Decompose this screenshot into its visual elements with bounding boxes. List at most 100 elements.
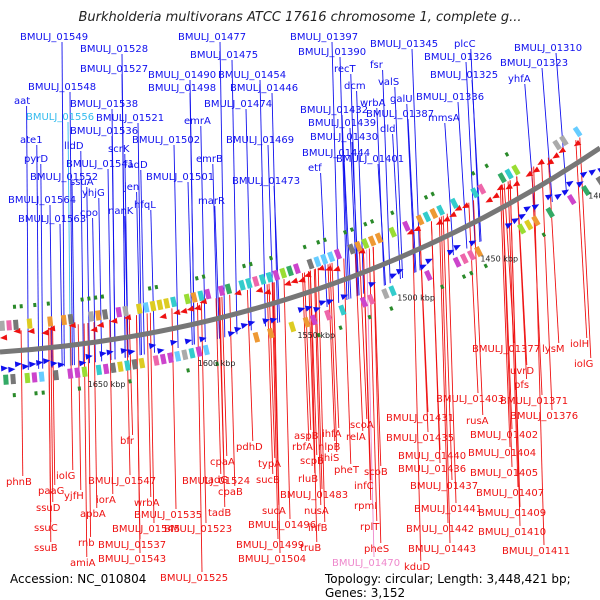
reverse-gene-arrow[interactable]: [303, 271, 312, 280]
bottom-gene-label[interactable]: iorA: [96, 495, 116, 506]
forward-gene-arrow[interactable]: [395, 266, 405, 275]
reverse-gene-arrow[interactable]: [13, 327, 21, 335]
bottom-gene-label[interactable]: cpaA: [210, 457, 235, 468]
bottom-gene-label[interactable]: BMULJ_01496: [248, 520, 316, 531]
reverse-gene-arrow[interactable]: [255, 286, 264, 295]
forward-gene-arrow[interactable]: [184, 337, 193, 345]
forward-gene-arrow[interactable]: [14, 361, 23, 368]
bottom-gene-label[interactable]: BMULJ_01441: [414, 504, 482, 515]
bottom-gene-label[interactable]: BMULJ_01442: [406, 524, 474, 535]
bottom-gene-label[interactable]: BMULJ_01402: [470, 430, 538, 441]
top-gene-label[interactable]: nanK: [108, 206, 134, 217]
forward-gene-arrow[interactable]: [247, 319, 256, 327]
top-gene-label[interactable]: BMULJ_01310: [514, 43, 582, 54]
bottom-gene-label[interactable]: BMULJ_01377: [472, 344, 540, 355]
reverse-gene-arrow[interactable]: [572, 139, 582, 149]
top-gene-label[interactable]: pyrD: [24, 154, 48, 165]
forward-gene-arrow[interactable]: [389, 271, 398, 280]
bottom-gene-label[interactable]: BMULJ_01525: [160, 573, 228, 584]
top-gene-label[interactable]: lldD: [64, 141, 84, 152]
forward-gene-arrow[interactable]: [597, 165, 600, 174]
reverse-gene-arrow[interactable]: [524, 170, 534, 180]
top-gene-label[interactable]: BMULJ_01541: [66, 159, 134, 170]
top-gene-label[interactable]: plcC: [454, 39, 476, 50]
bottom-gene-label[interactable]: pfs: [514, 380, 529, 391]
top-gene-label[interactable]: BMULJ_01498: [148, 83, 216, 94]
top-gene-label[interactable]: BMULJ_01548: [28, 82, 96, 93]
top-gene-label[interactable]: BMULJ_01538: [70, 99, 138, 110]
bottom-gene-label[interactable]: wrbA: [134, 498, 160, 509]
bottom-gene-label[interactable]: BMULJ_01523: [164, 524, 232, 535]
bottom-gene-label[interactable]: pheT: [334, 465, 360, 476]
bottom-gene-label[interactable]: pheS: [364, 544, 389, 555]
bottom-gene-label[interactable]: BMULJ_01470: [332, 558, 400, 569]
forward-gene-arrow[interactable]: [99, 350, 107, 358]
bottom-gene-label[interactable]: thiS: [320, 453, 339, 464]
bottom-gene-label[interactable]: bfr: [120, 436, 135, 447]
forward-gene-arrow[interactable]: [120, 347, 129, 355]
reverse-gene-arrow[interactable]: [48, 325, 56, 332]
bottom-gene-label[interactable]: BMULJ_01403: [436, 394, 504, 405]
bottom-gene-label[interactable]: BMULJ_01404: [468, 448, 536, 459]
reverse-gene-arrow[interactable]: [453, 204, 463, 214]
forward-gene-arrow[interactable]: [106, 349, 114, 356]
bottom-gene-label[interactable]: relA: [346, 432, 366, 443]
forward-gene-arrow[interactable]: [579, 169, 589, 178]
bottom-gene-label[interactable]: amiA: [70, 558, 96, 569]
bottom-gene-label[interactable]: BMULJ_01443: [408, 544, 476, 555]
forward-gene-arrow[interactable]: [554, 191, 563, 200]
forward-gene-arrow[interactable]: [544, 192, 554, 201]
top-gene-label[interactable]: BMULJ_01345: [370, 39, 438, 50]
bottom-gene-label[interactable]: pdhD: [236, 442, 263, 453]
top-gene-label[interactable]: BMULJ_01521: [96, 113, 164, 124]
bottom-gene-label[interactable]: BMULJ_01435: [386, 433, 454, 444]
reverse-gene-arrow[interactable]: [283, 280, 292, 288]
bottom-gene-label[interactable]: BMULJ_01407: [476, 488, 544, 499]
top-gene-label[interactable]: BMULJ_01490: [148, 70, 216, 81]
top-gene-label[interactable]: ate1: [20, 135, 43, 146]
reverse-gene-arrow[interactable]: [0, 334, 8, 341]
top-gene-label[interactable]: BMULJ_01477: [178, 32, 246, 43]
top-gene-label[interactable]: jen: [123, 182, 139, 193]
top-gene-label[interactable]: hfqL: [134, 200, 156, 211]
reverse-gene-arrow[interactable]: [551, 152, 560, 161]
forward-gene-arrow[interactable]: [50, 360, 58, 367]
reverse-gene-arrow[interactable]: [412, 225, 422, 233]
reverse-gene-arrow[interactable]: [324, 265, 333, 273]
top-gene-label[interactable]: fadD: [124, 160, 148, 171]
reverse-gene-arrow[interactable]: [263, 288, 272, 297]
bottom-gene-label[interactable]: BMULJ_01409: [478, 508, 546, 519]
forward-gene-arrow[interactable]: [8, 366, 16, 373]
bottom-gene-label[interactable]: rpmI: [354, 501, 377, 512]
bottom-gene-label[interactable]: cpaB: [218, 487, 243, 498]
top-gene-label[interactable]: BMULJ_01502: [132, 135, 200, 146]
bottom-gene-label[interactable]: uvrD: [510, 366, 534, 377]
bottom-gene-label[interactable]: infB: [308, 523, 328, 534]
bottom-gene-label[interactable]: apbA: [80, 509, 106, 520]
forward-gene-arrow[interactable]: [531, 202, 541, 211]
top-gene-label[interactable]: emrA: [184, 116, 211, 127]
bottom-gene-label[interactable]: ssuB: [34, 543, 58, 554]
forward-gene-arrow[interactable]: [561, 187, 571, 196]
bottom-gene-label[interactable]: lysM: [542, 344, 565, 355]
bottom-gene-label[interactable]: BMULJ_01545: [112, 524, 180, 535]
top-gene-label[interactable]: BMULJ_01556: [26, 112, 94, 123]
bottom-gene-label[interactable]: scoB: [364, 467, 388, 478]
reverse-gene-arrow[interactable]: [536, 158, 545, 168]
reverse-gene-arrow[interactable]: [41, 329, 49, 337]
bottom-gene-label[interactable]: tadG: [204, 475, 228, 486]
top-gene-label[interactable]: BMULJ_01401: [336, 154, 404, 165]
reverse-gene-arrow[interactable]: [434, 218, 444, 227]
forward-gene-arrow[interactable]: [29, 361, 37, 368]
reverse-gene-arrow[interactable]: [297, 276, 306, 285]
bottom-gene-label[interactable]: BMULJ_01436: [398, 464, 466, 475]
forward-gene-arrow[interactable]: [79, 360, 87, 367]
top-gene-label[interactable]: BMULJ_01430: [310, 132, 378, 143]
top-gene-label[interactable]: BMULJ_01446: [230, 83, 298, 94]
bottom-gene-label[interactable]: iolH: [570, 339, 589, 350]
bottom-gene-label[interactable]: truB: [300, 543, 321, 554]
bottom-gene-label[interactable]: aspB: [294, 431, 319, 442]
top-gene-label[interactable]: BMULJ_01444: [302, 148, 370, 159]
bottom-gene-label[interactable]: scoA: [350, 420, 374, 431]
